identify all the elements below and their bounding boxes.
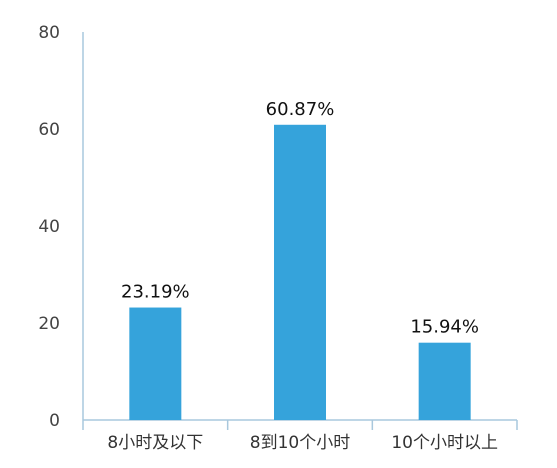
bar <box>129 307 182 420</box>
category-label: 10个小时以上 <box>391 433 498 453</box>
bar <box>274 124 326 420</box>
y-tick-label: 40 <box>38 217 60 237</box>
category-labels: 8小时及以下 8到10个小时 10个小时以上 <box>107 433 498 453</box>
data-labels: 23.19% 60.87% 15.94% <box>121 99 479 338</box>
data-label: 15.94% <box>410 317 479 338</box>
y-tick-label: 0 <box>49 411 60 431</box>
category-label: 8到10个小时 <box>250 433 350 453</box>
data-label: 60.87% <box>266 99 335 120</box>
bars <box>129 124 471 420</box>
x-ticks <box>82 420 518 430</box>
y-ticks: 0 20 40 60 80 <box>38 23 60 431</box>
y-tick-label: 80 <box>38 23 60 43</box>
category-label: 8小时及以下 <box>107 433 203 453</box>
y-tick-label: 20 <box>38 314 60 334</box>
bar <box>418 342 471 420</box>
data-label: 23.19% <box>121 282 190 303</box>
y-tick-label: 60 <box>38 120 60 140</box>
